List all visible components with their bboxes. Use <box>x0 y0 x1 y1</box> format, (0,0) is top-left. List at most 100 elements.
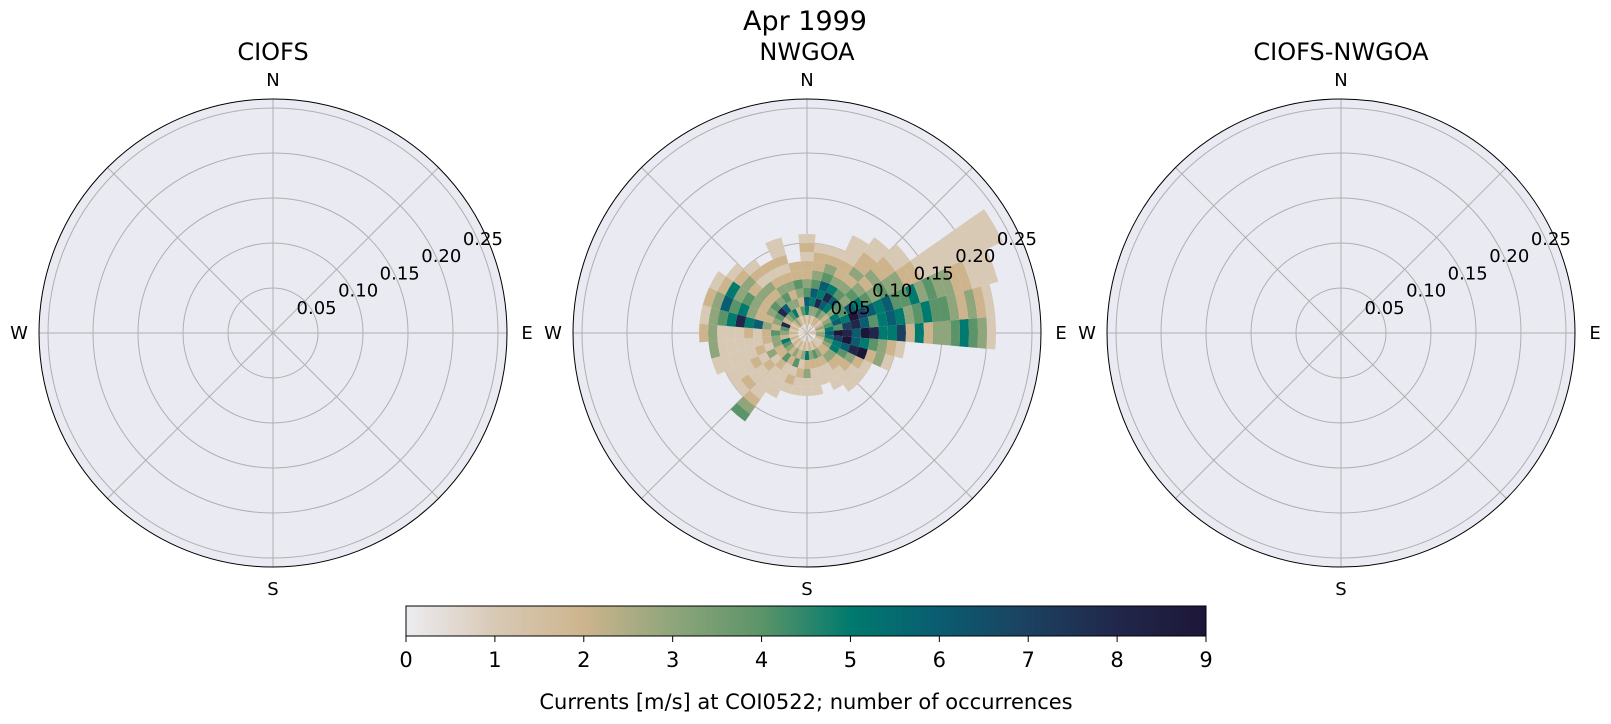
histogram-bin <box>801 386 813 396</box>
histogram-bin <box>826 307 837 318</box>
histogram-bin <box>815 335 825 341</box>
histogram-bin <box>775 358 787 370</box>
histogram-bin <box>717 340 729 357</box>
histogram-bin <box>815 331 825 335</box>
polar-panel-2: 0.050.100.150.200.25 N E S W NWGOA <box>544 38 1067 600</box>
histogram-bin <box>770 377 785 391</box>
histogram-bin <box>896 324 906 342</box>
histogram-bin <box>812 339 820 348</box>
histogram-bin <box>770 353 782 365</box>
radial-tick-label: 0.15 <box>380 263 420 284</box>
histogram-bin <box>880 353 894 372</box>
radial-tick-label: 0.25 <box>997 229 1037 250</box>
histogram-bin <box>784 343 795 353</box>
histogram-bin <box>813 320 822 328</box>
histogram-bin <box>976 209 1003 246</box>
histogram-bin <box>812 261 826 273</box>
histogram-bin <box>725 263 744 282</box>
histogram-bin <box>725 281 741 299</box>
histogram-bin <box>768 246 787 260</box>
direction-label-e: E <box>1055 323 1066 344</box>
histogram-bin <box>772 254 789 268</box>
histogram-bin <box>735 314 747 328</box>
histogram-bin <box>744 337 755 350</box>
histogram-bin <box>878 325 888 341</box>
polar-panels: 0.050.100.150.200.25NESWCIOFS0.050.100.1… <box>10 38 1601 600</box>
histogram-bin <box>811 306 819 317</box>
histogram-bin <box>765 384 781 399</box>
histogram-bin <box>885 309 897 326</box>
histogram-bin <box>780 381 794 394</box>
histogram-bin <box>829 312 840 322</box>
histogram-bin <box>796 340 804 350</box>
histogram-bin <box>804 324 807 333</box>
histogram-bin <box>802 341 807 351</box>
histogram-bin <box>802 315 807 325</box>
histogram-bin <box>839 313 851 324</box>
histogram-bin <box>843 274 858 289</box>
histogram-bin <box>864 269 881 287</box>
histogram-bin <box>775 296 787 308</box>
colorbar-tick-label: 5 <box>844 648 857 672</box>
histogram-bin <box>813 338 822 346</box>
colorbar-tick-label: 8 <box>1110 648 1123 672</box>
histogram-bin <box>917 250 938 276</box>
histogram-bin <box>823 337 834 345</box>
histogram-bin <box>914 322 924 344</box>
direction-label-s: S <box>1335 579 1346 600</box>
radial-tick-label: 0.05 <box>1365 298 1405 319</box>
histogram-bin <box>822 292 833 304</box>
histogram-bin <box>802 377 812 387</box>
histogram-bin <box>799 341 805 351</box>
histogram-bin <box>807 329 816 333</box>
histogram-bin <box>911 302 924 324</box>
histogram-bin <box>813 357 823 368</box>
histogram-bin <box>799 333 807 340</box>
histogram-bin <box>807 341 812 351</box>
histogram-bin <box>762 371 777 385</box>
histogram-bin <box>913 279 929 303</box>
histogram-bin <box>771 329 781 337</box>
histogram-bin <box>768 288 782 302</box>
panel-title: NWGOA <box>759 38 855 66</box>
histogram-bin <box>702 287 718 308</box>
histogram-bin <box>807 332 817 334</box>
histogram-bin <box>728 351 742 368</box>
histogram-bin <box>823 263 838 276</box>
histogram-bin <box>838 294 852 308</box>
histogram-bins <box>698 209 1003 422</box>
histogram-bin <box>790 322 800 330</box>
histogram-bin <box>787 289 798 301</box>
histogram-bin <box>829 275 844 289</box>
histogram-bin <box>826 369 838 382</box>
histogram-bin <box>893 340 906 359</box>
histogram-bin <box>811 349 819 360</box>
histogram-bin <box>872 298 886 315</box>
histogram-bin <box>753 336 764 347</box>
histogram-bin <box>797 332 807 334</box>
histogram-bin <box>986 316 996 350</box>
histogram-bin <box>910 255 930 280</box>
histogram-bin <box>807 333 816 336</box>
histogram-bin <box>797 297 805 307</box>
colorbar: 0 1 2 3 4 5 6 7 8 9 Currents [m/s] at COI0522; nu… <box>399 605 1213 714</box>
histogram-bin <box>839 342 851 353</box>
histogram-bin <box>798 234 816 244</box>
histogram-bin <box>746 346 759 360</box>
histogram-bin <box>777 307 788 318</box>
histogram-bin <box>793 279 804 290</box>
histogram-bin <box>799 252 815 262</box>
histogram-bin <box>818 373 830 386</box>
direction-label-w: W <box>1078 323 1096 344</box>
histogram-bin <box>829 377 844 391</box>
histogram-bin <box>805 315 809 325</box>
histogram-bin <box>843 377 858 392</box>
histogram-bin <box>740 374 757 391</box>
histogram-bin <box>789 325 799 331</box>
histogram-bin <box>740 275 757 292</box>
histogram-bin <box>792 338 801 346</box>
histogram-bin <box>770 301 782 313</box>
histogram-bin <box>832 364 846 378</box>
histogram-bin <box>798 329 807 333</box>
